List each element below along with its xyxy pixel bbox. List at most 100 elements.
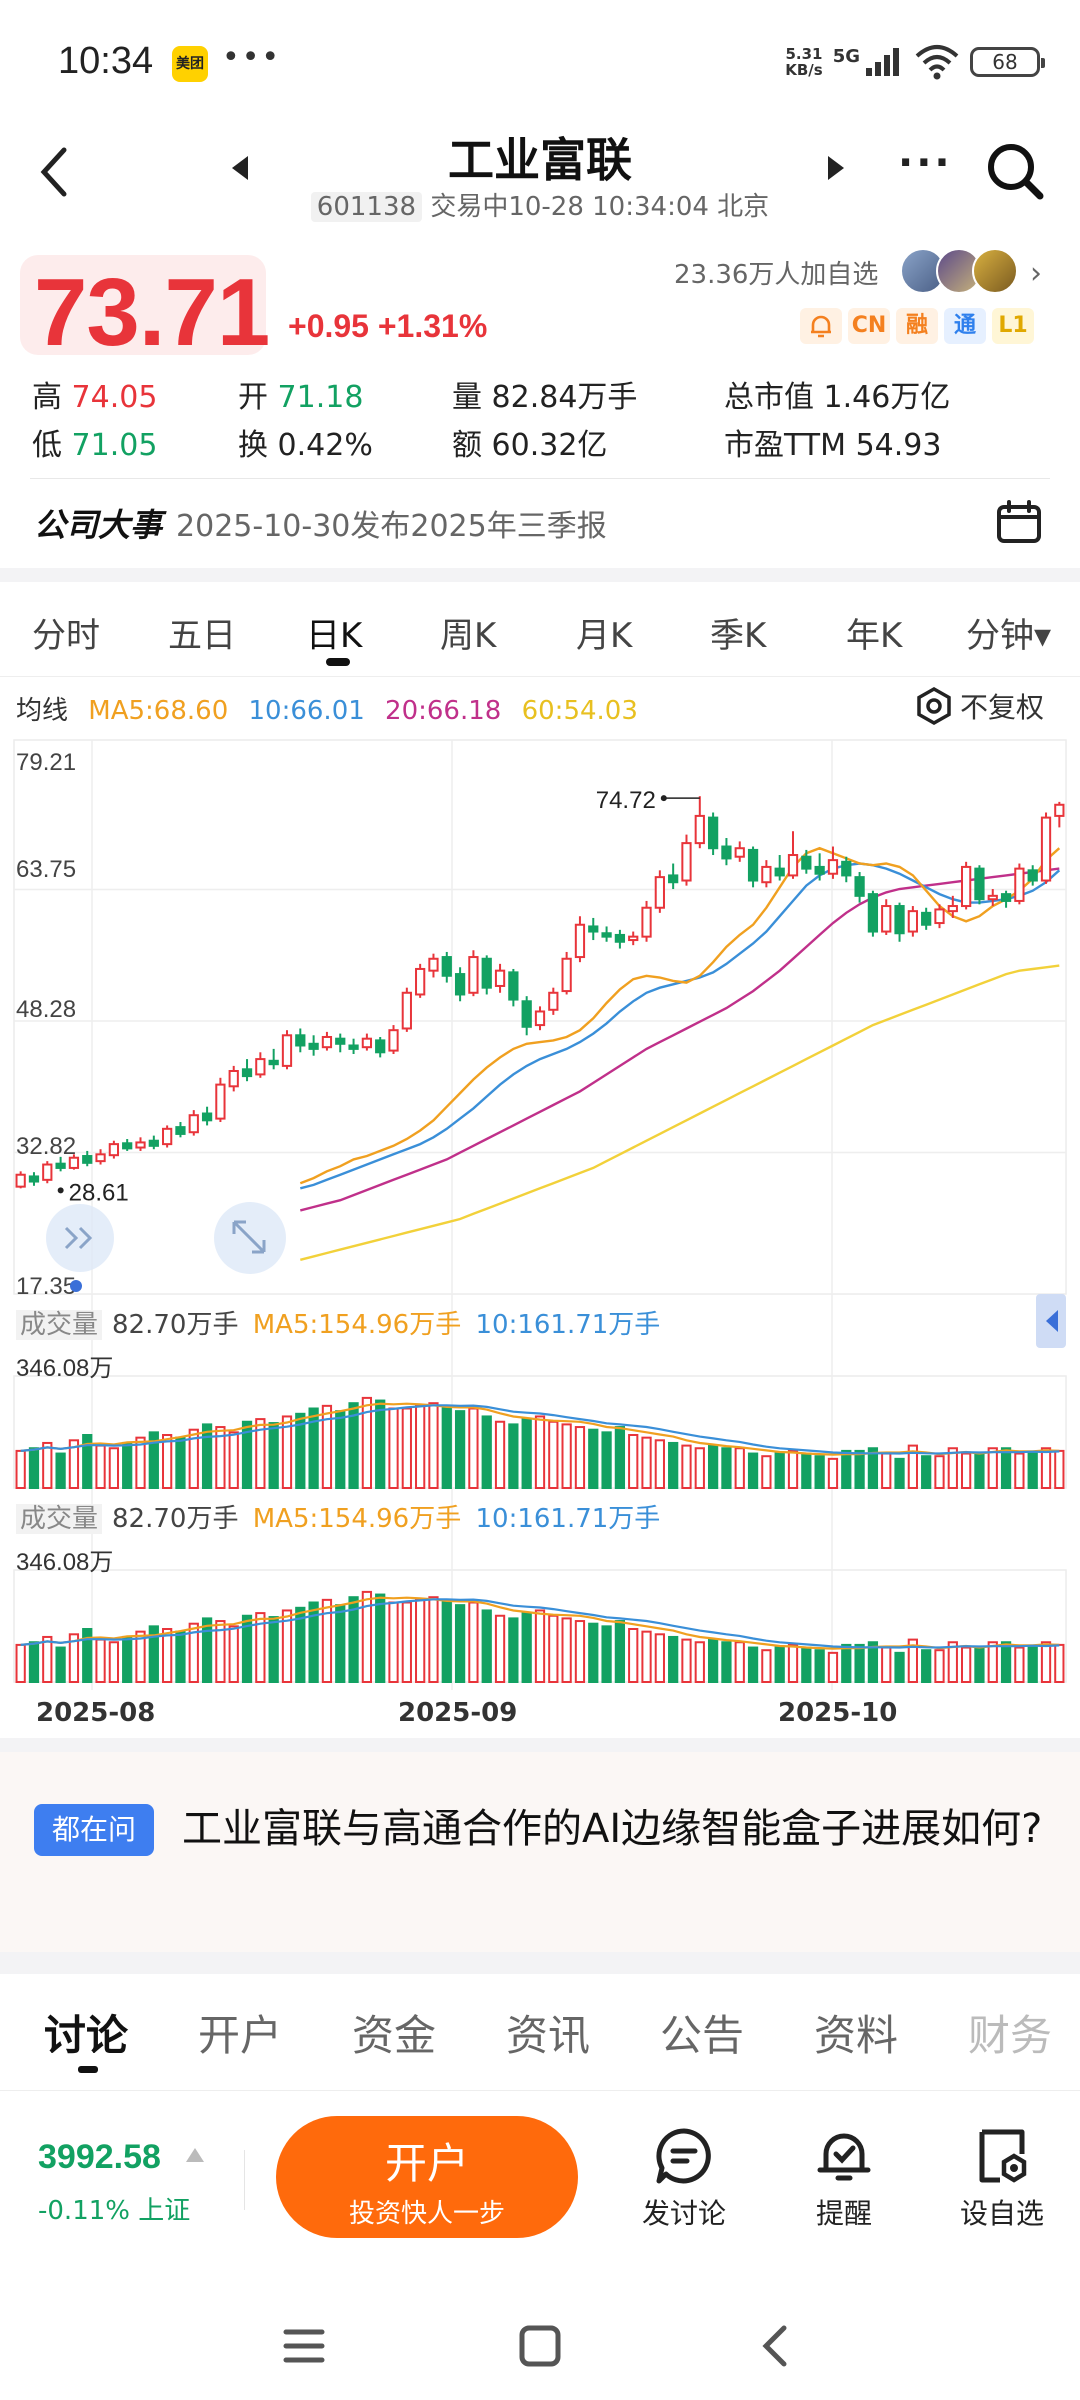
ma10-value: 10:66.01 (248, 696, 365, 726)
status-bar: 10:34 美团 ••• 5.31 KB/s 5G 68 (0, 0, 1080, 120)
candle-body (175, 1126, 186, 1135)
stock-tag[interactable]: 融 (896, 308, 938, 344)
volume-bar (987, 1641, 998, 1683)
kline-tab[interactable]: 季K (710, 616, 767, 656)
content-tab[interactable]: 资金 (352, 2011, 437, 2060)
follower-avatars[interactable] (900, 248, 1018, 294)
candle-body (628, 935, 639, 942)
volume-bar (707, 1444, 719, 1489)
post-discussion-button[interactable]: 发讨论 (624, 2126, 744, 2232)
status-right: 5.31 KB/s 5G 68 (785, 40, 1045, 84)
expand-up-icon[interactable] (186, 2148, 204, 2162)
candle-body (68, 1156, 80, 1169)
content-tab[interactable]: 公告 (660, 2011, 745, 2060)
open-account-button[interactable]: 开户 投资快人一步 (276, 2116, 578, 2238)
content-tab[interactable]: 开户 (198, 2011, 283, 2060)
ask-card[interactable]: 都在问 工业富联与高通合作的AI边缘智能盒子进展如何? (0, 1752, 1080, 1952)
next-stock-icon[interactable] (828, 156, 844, 180)
candle-body (881, 905, 892, 933)
kline-tab[interactable]: 分时 (32, 616, 100, 656)
volume-bar (441, 1407, 452, 1489)
candle-body (734, 847, 745, 858)
volume-bar (827, 1651, 839, 1683)
stock-tag[interactable]: 通 (944, 308, 986, 344)
volume-bar (1027, 1646, 1038, 1684)
volume-bar (668, 1441, 679, 1489)
bell-tag-icon[interactable] (800, 308, 842, 344)
candle-body (441, 956, 452, 977)
volume-max-label: 346.08万 (16, 1549, 113, 1576)
trading-status: 交易中10-28 10:34:04 北京 (430, 192, 770, 222)
candle-body (281, 1034, 293, 1067)
candle-body (308, 1042, 319, 1050)
volume-bar (375, 1399, 386, 1490)
volume-bar (295, 1606, 306, 1684)
volume-bar (721, 1447, 732, 1489)
volume-bar (1014, 1452, 1025, 1490)
left-triangle-icon (1046, 1310, 1058, 1332)
search-icon[interactable] (984, 140, 1046, 202)
content-tab[interactable]: 财务 (968, 2011, 1053, 2060)
chevron-right-icon[interactable]: › (1030, 256, 1042, 291)
collapse-sidebar-button[interactable] (46, 1204, 114, 1272)
volume-bar (215, 1426, 226, 1490)
content-tab[interactable]: 资讯 (506, 2011, 591, 2060)
index-value[interactable]: 3992.58 (38, 2138, 161, 2176)
kline-tab[interactable]: 五日 (168, 616, 236, 656)
add-watchlist-button[interactable]: 设自选 (942, 2126, 1062, 2232)
stock-header: 工业富联 601138 交易中10-28 10:34:04 北京 ··· (0, 120, 1080, 230)
ma-label: 均线 (16, 696, 69, 726)
hexagon-settings-icon (917, 686, 951, 726)
calendar-icon[interactable] (996, 500, 1042, 544)
volume-bar (348, 1402, 359, 1489)
candle-body (1054, 803, 1065, 817)
home-icon[interactable] (519, 2325, 561, 2367)
stock-tag[interactable]: CN (848, 308, 890, 344)
section-gap (0, 1952, 1080, 1974)
candle-body (15, 1173, 26, 1188)
kline-tab[interactable]: 周K (440, 616, 497, 656)
content-tab[interactable]: 资料 (814, 2011, 899, 2060)
candle-body (82, 1155, 93, 1164)
candle-body (574, 923, 586, 959)
kline-chart[interactable]: 79.21 63.75 48.28 32.82 17.35 74.72 28.61 346.0… (0, 730, 1080, 1730)
volume-bar (1054, 1643, 1065, 1684)
battery-icon: 68 (970, 47, 1045, 77)
candle-body (721, 845, 732, 860)
volume-bar (1014, 1646, 1025, 1684)
stock-code: 601138 (310, 192, 423, 222)
volume-bar (774, 1646, 785, 1684)
company-event[interactable]: 公司大事 2025-10-30发布2025年三季报 (34, 500, 607, 546)
kline-tab[interactable]: 月K (576, 616, 633, 656)
volume-bar (694, 1447, 705, 1489)
volume-bar (747, 1646, 759, 1684)
stat-pe: 市盈TTM 54.93 (724, 428, 942, 463)
volume-bar (801, 1646, 812, 1684)
volume-bar (894, 1457, 905, 1489)
candle-body (974, 867, 985, 901)
volume-bar (681, 1444, 692, 1489)
volume-bar (1000, 1447, 1012, 1489)
price-panel-frame (13, 739, 1067, 1295)
adjust-toggle[interactable]: 不复权 (914, 686, 1044, 726)
more-menu-icon[interactable]: ··· (898, 140, 953, 186)
menu-icon[interactable] (283, 2329, 325, 2363)
volume-bar (468, 1407, 479, 1489)
content-tab[interactable]: 讨论 (44, 2011, 129, 2060)
low-price-label: 28.61 (69, 1179, 129, 1206)
kline-tab[interactable]: 年K (846, 616, 903, 656)
kline-tab[interactable]: 分钟▾ (966, 616, 1052, 656)
previous-stock-icon[interactable] (232, 156, 248, 180)
stock-tag[interactable]: L1 (992, 308, 1034, 344)
more-notifications-icon: ••• (222, 40, 282, 75)
volume-bar (28, 1641, 40, 1683)
stat-turnover: 换 0.42% (238, 428, 373, 463)
followers-count[interactable]: 23.36万人加自选 (674, 260, 879, 290)
reminder-button[interactable]: 提醒 (784, 2126, 904, 2232)
high-marker-dot (660, 795, 667, 802)
expand-icon (232, 1220, 266, 1254)
status-time: 10:34 (58, 40, 154, 82)
back-icon[interactable] (762, 2325, 787, 2367)
kline-tab[interactable]: 日K (306, 616, 363, 656)
back-arrow-icon[interactable] (30, 142, 80, 202)
